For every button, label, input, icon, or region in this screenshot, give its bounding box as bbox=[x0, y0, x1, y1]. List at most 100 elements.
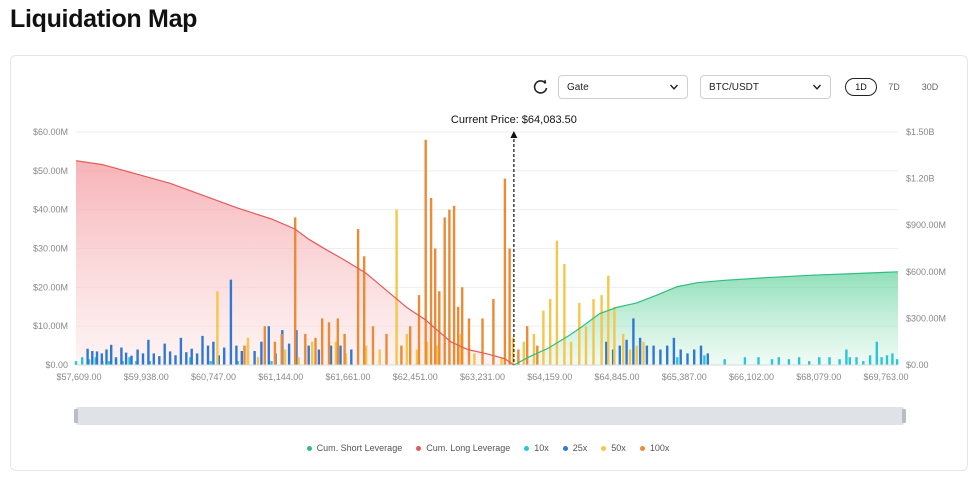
cumulative-areas bbox=[76, 160, 898, 365]
refresh-icon[interactable] bbox=[532, 78, 550, 96]
x-tick-label: $64,845.00 bbox=[594, 372, 639, 382]
bar-x25 bbox=[100, 353, 103, 365]
current-price-arrow bbox=[510, 131, 518, 138]
legend-dot-100x bbox=[639, 445, 645, 451]
legend-item-10x[interactable]: 10x bbox=[524, 443, 549, 453]
legend-dot-long bbox=[416, 445, 422, 451]
bar-x50 bbox=[297, 357, 300, 365]
chart-legend: Cum. Short Leverage Cum. Long Leverage 1… bbox=[0, 443, 976, 453]
y-tick-label-left: $60.00M bbox=[33, 127, 68, 137]
bar-x25 bbox=[686, 353, 689, 365]
bar-x25 bbox=[223, 347, 226, 365]
bar-x100 bbox=[280, 333, 283, 365]
bar-x50 bbox=[405, 333, 408, 365]
x-tick-label: $64,159.00 bbox=[527, 372, 572, 382]
legend-dot-50x bbox=[601, 445, 607, 451]
bar-x25 bbox=[659, 349, 662, 365]
bar-x50 bbox=[500, 357, 503, 365]
exchange-select[interactable]: Gate bbox=[558, 75, 688, 99]
timeframe-7d-button[interactable]: 7D bbox=[888, 82, 900, 92]
pair-select[interactable]: BTC/USDT bbox=[700, 75, 831, 99]
bar-x25 bbox=[229, 279, 233, 365]
bar-x25 bbox=[217, 355, 220, 365]
current-price-label: Current Price: $64,083.50 bbox=[451, 114, 577, 126]
range-scrollbar[interactable] bbox=[74, 407, 906, 425]
bar-x25 bbox=[329, 345, 333, 365]
bar-x25 bbox=[652, 345, 655, 365]
bar-x50 bbox=[344, 353, 348, 365]
bar-x100 bbox=[304, 333, 307, 365]
y-tick-label-left: $50.00M bbox=[33, 166, 68, 176]
bar-x50 bbox=[246, 337, 250, 365]
bar-x10 bbox=[209, 361, 212, 365]
bar-x50 bbox=[555, 240, 559, 365]
bar-x25 bbox=[124, 352, 128, 365]
timeframe-1d-button[interactable]: 1D bbox=[845, 78, 877, 96]
bar-x100 bbox=[321, 318, 324, 365]
bar-x50 bbox=[511, 337, 515, 365]
bar-x25 bbox=[190, 348, 193, 365]
legend-label: 50x bbox=[611, 443, 626, 453]
bar-x25 bbox=[672, 337, 676, 365]
legend-item-50x[interactable]: 50x bbox=[601, 443, 626, 453]
bar-x100 bbox=[363, 256, 366, 365]
bar-x50 bbox=[395, 209, 398, 365]
bar-x50 bbox=[635, 345, 638, 365]
range-handle-right[interactable] bbox=[902, 409, 906, 423]
bar-x25 bbox=[130, 355, 133, 365]
bar-x25 bbox=[618, 345, 621, 365]
bar-x25 bbox=[212, 341, 215, 365]
bar-x25 bbox=[666, 345, 669, 365]
chevron-down-icon bbox=[669, 84, 679, 90]
bar-x25 bbox=[206, 345, 210, 365]
timeframe-30d-button[interactable]: 30D bbox=[921, 82, 939, 92]
leverage-bars bbox=[74, 139, 899, 366]
bar-x25 bbox=[110, 344, 113, 365]
bar-x100 bbox=[434, 248, 437, 365]
bar-x25 bbox=[260, 341, 263, 365]
y-tick-label-right: $600.00M bbox=[906, 267, 946, 277]
bar-x10 bbox=[135, 361, 138, 365]
bar-x10 bbox=[128, 357, 131, 365]
bar-x50 bbox=[283, 349, 287, 365]
bar-x25 bbox=[174, 355, 177, 365]
bar-x10 bbox=[81, 357, 84, 365]
bar-x50 bbox=[542, 310, 545, 365]
bar-x100 bbox=[481, 318, 484, 365]
bar-x100 bbox=[536, 345, 539, 365]
bar-x25 bbox=[95, 351, 99, 365]
bar-x25 bbox=[91, 351, 94, 365]
bar-x25 bbox=[638, 337, 642, 365]
legend-item-short[interactable]: Cum. Short Leverage bbox=[306, 443, 402, 453]
bar-x50 bbox=[563, 264, 566, 365]
bar-x50 bbox=[473, 353, 476, 365]
bar-x100 bbox=[343, 333, 346, 365]
legend-dot-25x bbox=[562, 445, 568, 451]
bar-x10 bbox=[895, 359, 899, 365]
bar-x100 bbox=[517, 349, 520, 365]
cum-short-line bbox=[513, 271, 899, 366]
liquidation-chart: $0.00 $10.00M $20.00M $30.00M $40.00M $50.00M… bbox=[33, 114, 946, 382]
bar-x10 bbox=[757, 357, 760, 365]
legend-label: Cum. Long Leverage bbox=[426, 443, 511, 453]
legend-label: 10x bbox=[534, 443, 549, 453]
bar-x25 bbox=[158, 356, 161, 365]
bar-x10 bbox=[880, 357, 883, 365]
bar-x100 bbox=[448, 209, 451, 365]
bar-x50 bbox=[436, 345, 439, 365]
bar-x25 bbox=[679, 349, 682, 365]
x-tick-label: $60,747.00 bbox=[191, 372, 236, 382]
legend-item-25x[interactable]: 25x bbox=[562, 443, 587, 453]
legend-dot-10x bbox=[524, 445, 530, 451]
legend-item-100x[interactable]: 100x bbox=[639, 443, 669, 453]
y-tick-label-left: $30.00M bbox=[33, 244, 68, 254]
bar-x10 bbox=[838, 359, 841, 365]
legend-item-long[interactable]: Cum. Long Leverage bbox=[416, 443, 510, 453]
bar-x10 bbox=[787, 359, 791, 365]
bar-x100 bbox=[400, 345, 403, 365]
bar-x10 bbox=[855, 357, 858, 365]
range-handle-left[interactable] bbox=[74, 409, 78, 423]
bar-x50 bbox=[365, 345, 368, 365]
x-tick-label: $61,144.00 bbox=[258, 372, 303, 382]
bar-x10 bbox=[818, 357, 821, 365]
